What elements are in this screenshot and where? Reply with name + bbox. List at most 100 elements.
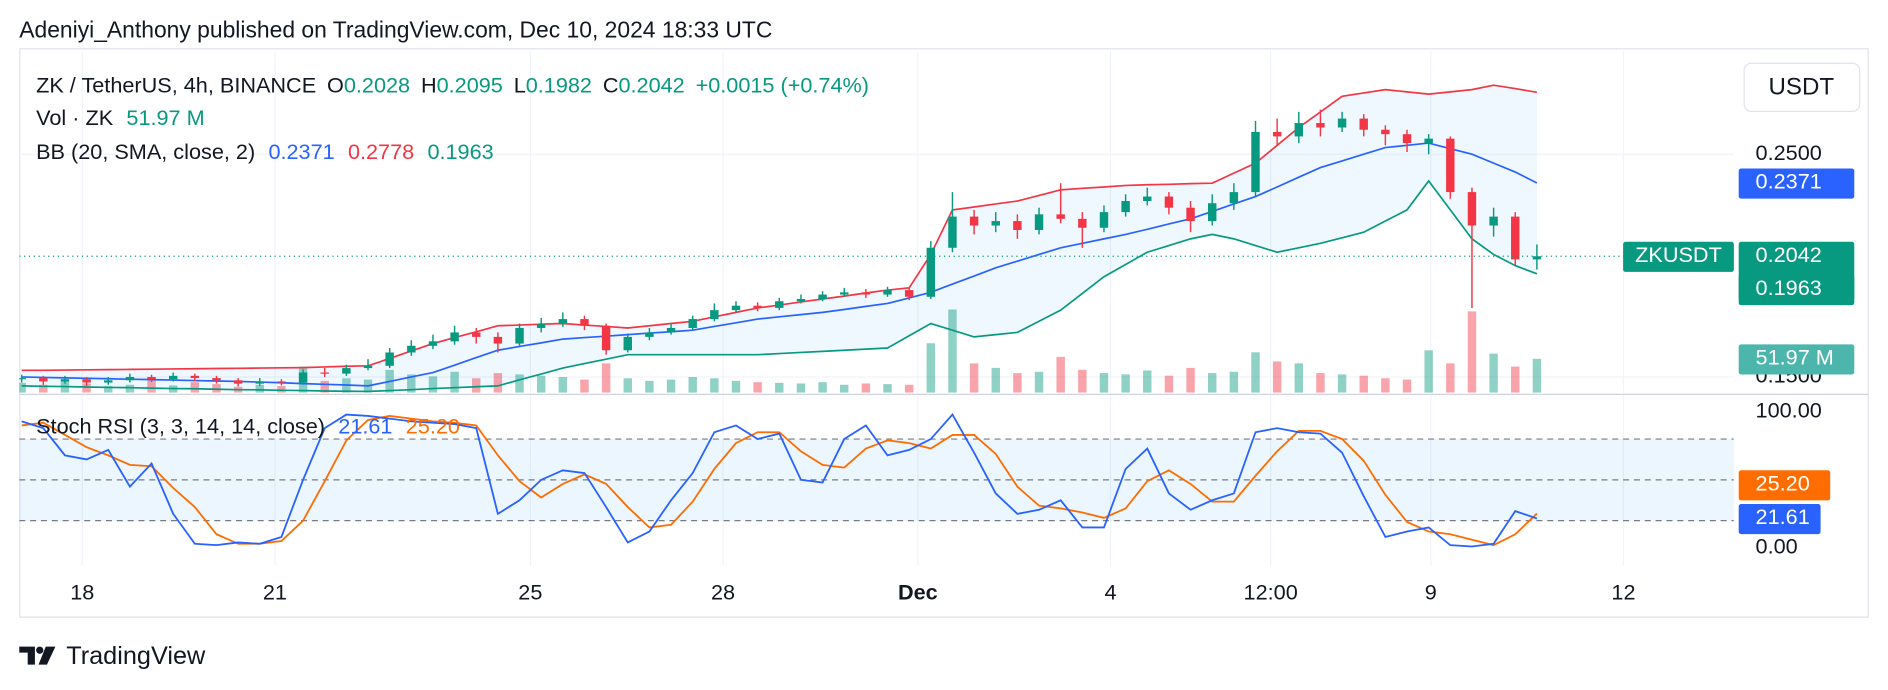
volume-title: Vol · ZK <box>36 105 114 130</box>
volume-bar <box>1121 374 1130 393</box>
stoch-tag-label: 21.61 <box>1756 504 1810 529</box>
candle-body <box>104 380 113 383</box>
x-tick-label: 18 <box>70 579 94 604</box>
candle-body <box>775 301 784 308</box>
candle-body <box>493 336 503 344</box>
volume-bar <box>212 384 221 393</box>
volume-bar <box>883 384 892 393</box>
candle-body <box>298 372 308 383</box>
stoch-value: 21.61 <box>338 413 392 438</box>
volume-bar <box>623 378 632 393</box>
volume-bar <box>515 374 524 393</box>
candle-body <box>1099 212 1109 228</box>
candle-body <box>233 380 243 384</box>
stoch-line <box>21 413 1538 548</box>
volume-bar <box>710 378 719 393</box>
candle-body <box>1381 129 1390 135</box>
volume-bar <box>1013 373 1022 393</box>
candle-body <box>731 305 741 311</box>
candle-body <box>147 376 156 380</box>
volume-bar <box>753 382 762 393</box>
bb-tag-label: 0.2371 <box>1756 169 1822 194</box>
volume-bar <box>1337 374 1347 393</box>
volume-bar <box>39 384 48 393</box>
candle-body <box>991 221 1000 226</box>
volume-bar <box>904 384 914 393</box>
candle-body <box>558 319 568 324</box>
volume-bar <box>775 382 784 393</box>
volume-bar <box>1251 352 1260 393</box>
volume-bar <box>428 376 438 393</box>
candle-body <box>1078 218 1087 228</box>
x-tick-label: 21 <box>263 579 287 604</box>
candle-body <box>1034 214 1044 230</box>
candle-body <box>969 216 979 226</box>
stoch-legend: Stoch RSI (3, 3, 14, 14, close) 21.61 25… <box>36 413 460 438</box>
candle-body <box>320 372 329 374</box>
candle-body <box>19 378 26 380</box>
ohlc-name: H <box>421 72 437 97</box>
candle-body <box>212 378 221 381</box>
candle-body <box>753 305 762 308</box>
volume-bar <box>1316 373 1325 393</box>
candle-body <box>385 352 394 366</box>
ohlc-value: 0.2042 <box>618 72 684 97</box>
candle-body <box>1446 138 1455 193</box>
candle-body <box>623 336 632 351</box>
volume-bar <box>536 375 546 393</box>
ohlc-value: 0.2028 <box>344 72 410 97</box>
volume-bar <box>1424 350 1433 393</box>
volume-bar <box>255 384 264 393</box>
volume-bar <box>861 383 871 393</box>
volume-bar <box>666 379 676 393</box>
price-tag-label: 0.2042 <box>1756 242 1822 267</box>
chart-frame <box>19 48 1869 618</box>
symbol-tag <box>1623 241 1734 272</box>
x-tick-label: 4 <box>1104 579 1116 604</box>
volume-bar <box>731 380 741 393</box>
change: +0.0015 (+0.74%) <box>696 72 869 97</box>
volume-bar <box>1186 367 1195 393</box>
y-tick-label: 0.00 <box>1756 534 1798 559</box>
ohlc-name: C <box>603 72 619 97</box>
volume-bar <box>1034 371 1044 393</box>
candle-body <box>407 345 416 353</box>
volume-bar <box>1207 373 1217 393</box>
x-tick-label: 12 <box>1611 579 1635 604</box>
candle-body <box>710 310 719 320</box>
stoch-tag <box>1738 470 1831 501</box>
bb-fill <box>21 85 1537 392</box>
volume-bar <box>472 378 481 393</box>
bb-value: 0.2371 <box>268 139 334 164</box>
volume-bar <box>991 367 1000 393</box>
footer-logo <box>19 646 56 665</box>
bb-value: 0.1963 <box>427 139 493 164</box>
volume-bar <box>104 386 113 393</box>
currency-label[interactable]: USDT <box>1769 73 1835 100</box>
stoch-tag <box>1738 504 1821 535</box>
currency-button[interactable] <box>1743 62 1861 113</box>
candle-body <box>796 299 806 302</box>
candle-body <box>472 332 481 337</box>
x-tick-label: 25 <box>518 579 542 604</box>
volume-bar <box>1359 375 1368 393</box>
candle-body <box>1186 207 1195 222</box>
bb-title: BB (20, SMA, close, 2) <box>36 139 255 164</box>
x-tick-label: Dec <box>898 579 938 604</box>
volume-bar <box>818 382 827 393</box>
candle-body <box>666 327 676 333</box>
stoch-title: Stoch RSI (3, 3, 14, 14, close) <box>36 413 325 438</box>
candle-body <box>883 290 892 295</box>
volume-bar <box>1229 371 1239 393</box>
bb-tag <box>1738 275 1855 306</box>
candle-body <box>1272 131 1282 137</box>
y-tick-label: 100.00 <box>1756 398 1822 423</box>
ohlc-name: L <box>514 72 526 97</box>
candle-body <box>1164 196 1174 208</box>
volume-bar <box>688 376 697 393</box>
stoch-line <box>21 415 1538 547</box>
volume-bar <box>1272 361 1282 393</box>
candle-body <box>1294 123 1304 137</box>
candle-body <box>1229 192 1239 204</box>
